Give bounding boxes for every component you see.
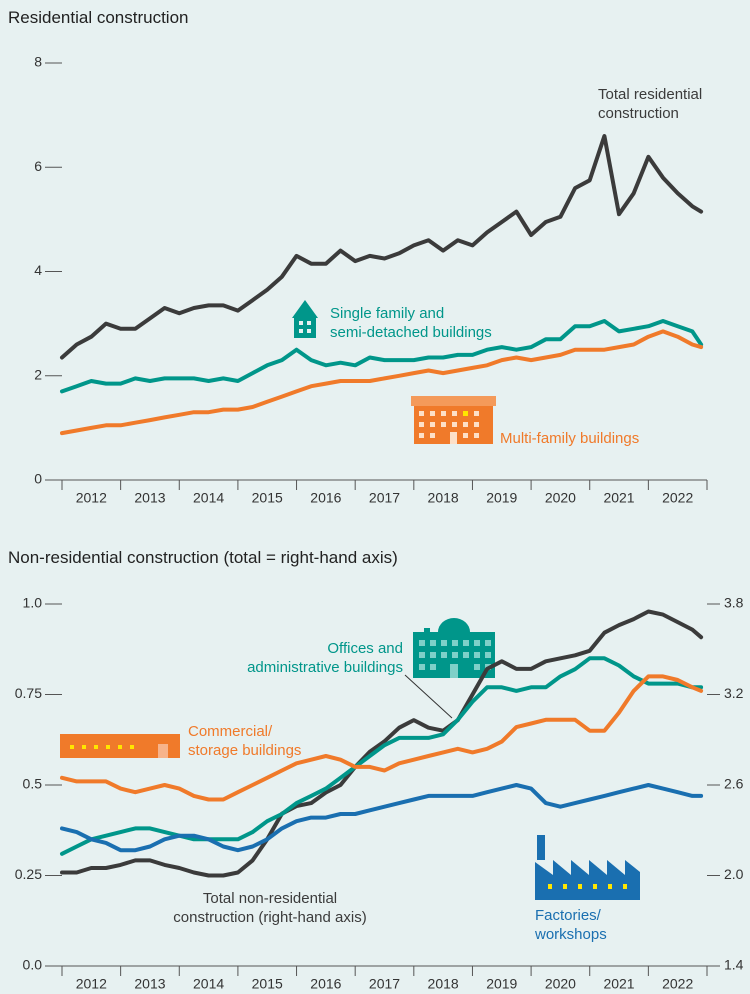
x-tick-label: 2020 (545, 976, 576, 992)
x-tick-label: 2022 (662, 976, 693, 992)
x-tick-label: 2014 (193, 490, 224, 506)
y2-tick-label: 3.8 (724, 595, 744, 611)
series-label: Multi-family buildings (500, 430, 640, 447)
x-tick-label: 2016 (310, 490, 341, 506)
house-icon (292, 300, 318, 338)
x-tick-label: 2018 (428, 490, 459, 506)
y2-tick-label: 2.6 (724, 776, 744, 792)
x-tick-label: 2021 (603, 976, 634, 992)
y-tick-label: 2 (34, 366, 42, 382)
label-pointer (404, 674, 453, 719)
chart-title: Non-residential construction (total = ri… (8, 548, 398, 567)
y-tick-label: 0 (34, 471, 42, 487)
y2-tick-label: 3.2 (724, 685, 744, 701)
y-tick-label: 0.5 (23, 776, 43, 792)
x-tick-label: 2020 (545, 490, 576, 506)
x-tick-label: 2013 (134, 976, 165, 992)
series-label: Offices and administrative buildings (247, 640, 403, 676)
y-tick-label: 0.75 (15, 685, 42, 701)
x-tick-label: 2015 (252, 490, 283, 506)
y-tick-label: 0.0 (23, 957, 43, 973)
x-tick-label: 2018 (428, 976, 459, 992)
y2-tick-label: 1.4 (724, 957, 744, 973)
x-tick-label: 2022 (662, 490, 693, 506)
series-line (60, 783, 704, 853)
x-tick-label: 2012 (76, 490, 107, 506)
series-line (60, 609, 704, 878)
y2-tick-label: 2.0 (724, 866, 744, 882)
y-tick-label: 0.25 (15, 866, 42, 882)
y-tick-label: 4 (34, 262, 42, 278)
x-tick-label: 2016 (310, 976, 341, 992)
series-line (60, 674, 704, 802)
series-line (60, 319, 704, 394)
series-label: Single family and semi-detached building… (330, 305, 492, 341)
series-label: Total non-residential construction (righ… (173, 890, 367, 926)
series-label: Total residential construction (598, 86, 703, 122)
x-tick-label: 2017 (369, 976, 400, 992)
warehouse-icon (60, 734, 180, 758)
y-tick-label: 1.0 (23, 595, 43, 611)
x-tick-label: 2015 (252, 976, 283, 992)
series-label: Commercial/ storage buildings (188, 723, 302, 759)
series-line (60, 134, 704, 360)
x-tick-label: 2017 (369, 490, 400, 506)
factory-icon (535, 835, 640, 900)
apartment-icon (411, 396, 496, 444)
x-tick-label: 2019 (486, 976, 517, 992)
office-icon (413, 618, 495, 678)
x-tick-label: 2019 (486, 490, 517, 506)
chart-title: Residential construction (8, 8, 189, 27)
y-tick-label: 6 (34, 158, 42, 174)
x-tick-label: 2013 (134, 490, 165, 506)
x-tick-label: 2021 (603, 490, 634, 506)
series-line (60, 329, 704, 436)
series-line (60, 656, 704, 856)
y-tick-label: 8 (34, 54, 42, 70)
x-tick-label: 2012 (76, 976, 107, 992)
series-label: Factories/ workshops (535, 907, 607, 943)
x-tick-label: 2014 (193, 976, 224, 992)
